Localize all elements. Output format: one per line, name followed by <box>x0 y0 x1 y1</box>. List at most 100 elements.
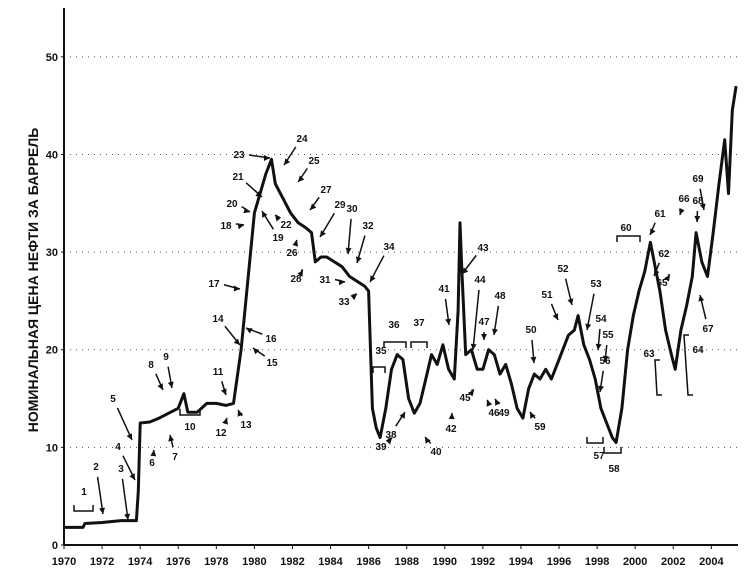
annotation-arrowhead <box>237 223 244 230</box>
annotation-label: 29 <box>334 200 346 211</box>
annotation-arrowhead <box>585 323 592 330</box>
period-bracket <box>654 359 662 396</box>
annotation-label: 37 <box>413 318 425 329</box>
annotation-arrowhead <box>664 275 670 282</box>
annotation-label: 20 <box>226 199 238 210</box>
annotation-label: 57 <box>593 451 605 462</box>
annotation-arrowhead <box>345 247 352 254</box>
annotation-label: 38 <box>385 430 397 441</box>
annotation-label: 3 <box>118 464 124 475</box>
annotation-label: 49 <box>498 408 510 419</box>
annotation-label: 61 <box>654 209 666 220</box>
annotation-arrowhead <box>448 413 455 420</box>
annotation-arrowhead <box>492 328 498 335</box>
annotation-arrowhead <box>425 437 431 444</box>
annotation-label: 50 <box>525 325 537 336</box>
x-tick-label: 1990 <box>433 556 457 568</box>
x-tick-label: 1996 <box>547 556 571 568</box>
x-tick-label: 1978 <box>204 556 228 568</box>
annotation-label: 18 <box>220 221 232 232</box>
annotation-label: 4 <box>115 442 121 453</box>
annotation-arrowhead <box>284 158 291 165</box>
annotation-arrowhead <box>445 318 452 325</box>
annotation-arrowhead <box>99 507 106 514</box>
annotation-label: 17 <box>208 279 220 290</box>
annotation-arrowhead <box>650 228 656 235</box>
y-axis-label: НОМИНАЛЬНАЯ ЦЕНА НЕФТИ ЗА БАРРЕЛЬ <box>25 128 41 433</box>
x-tick-label: 1974 <box>128 556 153 568</box>
annotation-label: 15 <box>266 358 278 369</box>
annotation-label: 60 <box>620 223 632 234</box>
annotation-label: 27 <box>320 185 332 196</box>
annotation-label: 5 <box>110 394 116 405</box>
annotation-label: 36 <box>388 320 400 331</box>
annotation-label: 64 <box>692 345 704 356</box>
x-tick-label: 1994 <box>509 556 534 568</box>
annotation-label: 32 <box>362 221 374 232</box>
annotation-label: 35 <box>375 346 387 357</box>
annotation-arrow <box>472 289 480 351</box>
y-tick-label: 10 <box>46 442 58 454</box>
annotation-label: 23 <box>233 150 245 161</box>
x-tick-label: 1982 <box>280 556 304 568</box>
annotation-arrowhead <box>233 285 240 292</box>
annotation-arrowhead <box>157 383 163 390</box>
annotation-arrowhead <box>486 400 493 407</box>
annotation-arrow <box>96 476 104 515</box>
annotation-label: 16 <box>265 334 277 345</box>
annotation-label: 62 <box>658 249 670 260</box>
annotation-arrowhead <box>320 230 326 237</box>
annotation-label: 7 <box>172 452 178 463</box>
annotation-label: 28 <box>290 274 302 285</box>
annotation-label: 22 <box>280 220 292 231</box>
annotation-label: 13 <box>240 420 252 431</box>
event-annotations: 12 34567891011121314151617181920212223242… <box>73 134 714 521</box>
annotation-arrowhead <box>255 191 262 197</box>
annotation-arrowhead <box>370 275 376 282</box>
gridlines <box>64 56 738 448</box>
period-bracket <box>616 235 641 242</box>
annotation-arrowhead <box>168 435 175 442</box>
annotation-label: 53 <box>590 279 602 290</box>
period-bracket <box>586 437 604 444</box>
annotation-arrowhead <box>654 269 660 276</box>
annotation-arrowhead <box>243 207 250 214</box>
x-tick-label: 1970 <box>52 556 76 568</box>
annotation-arrowhead <box>292 240 299 247</box>
annotation-label: 2 <box>93 462 99 473</box>
period-bracket <box>179 409 201 416</box>
annotation-label: 51 <box>541 290 553 301</box>
x-tick-label: 1988 <box>394 556 418 568</box>
annotation-label: 63 <box>643 349 655 360</box>
annotation-label: 19 <box>272 233 284 244</box>
annotation-label: 58 <box>608 464 620 475</box>
annotation-arrowhead <box>262 211 268 218</box>
annotation-arrowhead <box>264 155 270 161</box>
period-bracket <box>372 366 386 373</box>
annotation-arrowhead <box>552 313 558 320</box>
x-tick-label: 1984 <box>318 556 343 568</box>
annotation-arrowhead <box>129 473 135 480</box>
annotation-arrowhead <box>495 399 501 406</box>
annotation-label: 48 <box>494 291 506 302</box>
y-tick-label: 50 <box>46 52 58 64</box>
annotation-arrowhead <box>246 328 253 334</box>
annotation-arrowhead <box>220 388 227 395</box>
annotation-label: 55 <box>602 330 614 341</box>
annotation-label: 39 <box>375 442 387 453</box>
annotation-label: 68 <box>692 196 704 207</box>
annotation-arrowhead <box>167 381 174 388</box>
annotation-arrow <box>121 478 129 521</box>
annotation-arrowhead <box>678 208 685 215</box>
annotation-arrowhead <box>298 175 305 182</box>
annotation-label: 21 <box>232 172 244 183</box>
annotation-label: 46 <box>488 408 500 419</box>
annotation-arrowhead <box>338 279 345 286</box>
y-tick-label: 20 <box>46 345 58 357</box>
annotation-label: 44 <box>474 275 486 286</box>
period-bracket <box>683 334 693 396</box>
annotation-label: 56 <box>599 356 611 367</box>
annotation-label: 31 <box>319 275 331 286</box>
annotation-label: 10 <box>184 422 196 433</box>
x-tick-label: 1992 <box>471 556 495 568</box>
